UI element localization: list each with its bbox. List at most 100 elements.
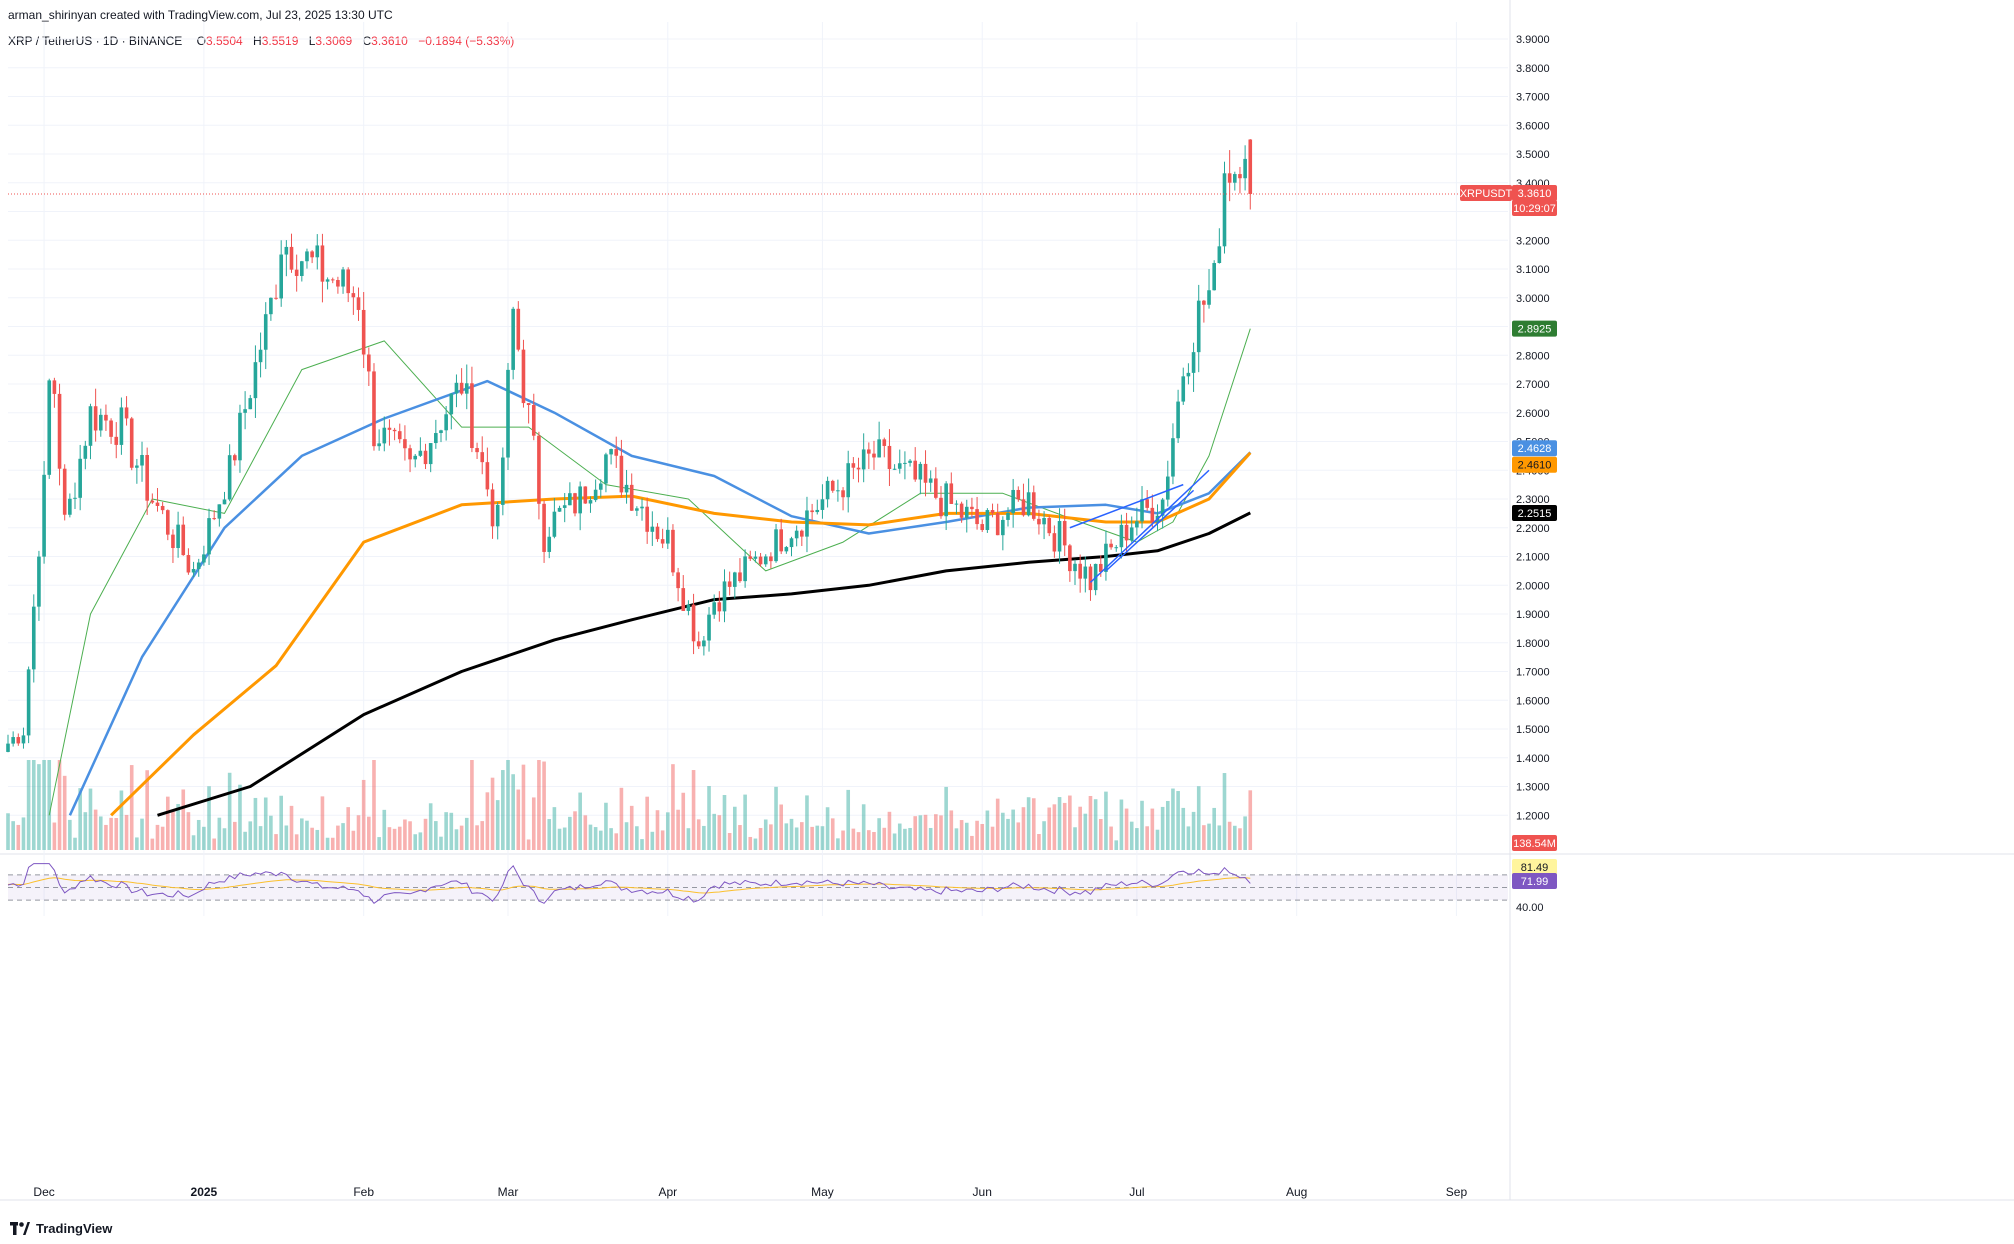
volume-bar (454, 829, 459, 850)
candle-body (470, 383, 474, 449)
rsi-value-tag: 71.99 (1512, 873, 1557, 889)
candle-body (975, 509, 979, 525)
low-label: L (308, 34, 316, 48)
candle-body (263, 314, 268, 350)
volume-bar (959, 820, 964, 850)
candle-body (655, 526, 660, 540)
candle-body (68, 498, 72, 515)
volume-bar (815, 825, 820, 850)
candle-body (779, 529, 783, 552)
candle-body (300, 261, 304, 276)
volume-bar (336, 825, 340, 850)
ma200-line (157, 511, 1251, 817)
candle-body (820, 499, 825, 510)
symbol-name[interactable]: XRP / TetherUS · 1D · BINANCE (8, 34, 183, 48)
candle-body (485, 462, 490, 490)
volume-tag: 138.54M (1512, 835, 1557, 851)
candle-body (995, 512, 1000, 536)
candlesticks[interactable] (6, 139, 1253, 753)
candle-body (1248, 139, 1253, 194)
candle-body (114, 436, 119, 445)
candle-body (31, 606, 36, 670)
volume-bar (635, 826, 639, 850)
volume-bar (62, 775, 67, 850)
candle-body (140, 454, 144, 466)
symbol-legend[interactable]: XRP / TetherUS · 1D · BINANCE O3.5504 H3… (8, 34, 514, 48)
candle-body (279, 254, 283, 299)
tradingview-logo[interactable]: TradingView (10, 1221, 112, 1236)
rsi-ma-tag: 81.49 (1512, 859, 1557, 875)
candle-body (459, 382, 464, 394)
candle-body (949, 483, 954, 504)
candle-body (1176, 401, 1180, 439)
candle-body (238, 412, 242, 461)
price-tick-label: 3.6000 (1516, 120, 1550, 132)
candle-body (537, 435, 541, 504)
volume-bar (480, 821, 485, 850)
rsi-ma-tag-text: 81.49 (1521, 862, 1549, 874)
candle-body (573, 493, 577, 514)
time-axis[interactable]: Dec 2025 Feb Mar Apr May Jun Jul Aug Sep (33, 1185, 1467, 1199)
volume-bar (129, 765, 134, 850)
candle-body (495, 504, 500, 527)
trendline-drawings[interactable] (8, 193, 1508, 583)
volume-bar (387, 827, 392, 850)
price-tick-label: 1.7000 (1516, 667, 1550, 679)
candle-body (774, 529, 778, 562)
price-tick-label: 2.7000 (1516, 379, 1550, 391)
candle-body (1212, 263, 1216, 291)
price-scale[interactable]: 3.90003.80003.70003.60003.50003.40003.30… (1460, 34, 1557, 914)
candle-body (501, 457, 505, 505)
candle-body (877, 439, 881, 458)
volume-bar (1140, 800, 1144, 850)
volume-bar (583, 815, 588, 850)
time-tick-label: Dec (33, 1185, 54, 1199)
volume-bar (1021, 807, 1026, 850)
candle-body (1026, 492, 1031, 516)
volume-bar (1165, 800, 1170, 850)
volume-bar (501, 770, 505, 850)
candle-body (284, 246, 289, 255)
candle-body (1217, 246, 1222, 264)
candle-body (897, 463, 902, 469)
volume-bar (1171, 788, 1175, 850)
candle-body (258, 349, 263, 363)
last-price-tag: 3.3610 (1512, 184, 1557, 201)
candle-body (645, 506, 649, 532)
volume-bar (650, 831, 655, 850)
candle-body (887, 445, 892, 470)
candle-body (1006, 513, 1010, 520)
candle-body (253, 362, 258, 399)
candle-body (593, 489, 598, 501)
last-price-tag-text: 3.3610 (1518, 188, 1552, 200)
candle-body (882, 439, 887, 446)
volume-bar (145, 770, 149, 850)
candle-body (475, 448, 479, 453)
volume-bar (325, 837, 330, 850)
candle-body (305, 251, 309, 262)
volume-bar (928, 827, 933, 850)
candle-body (892, 468, 897, 470)
candle-body (310, 251, 314, 258)
candle-body (217, 504, 222, 519)
candle-body (665, 529, 670, 544)
volume-bar (1062, 802, 1067, 850)
candle-body (578, 486, 582, 514)
volume-bar (562, 827, 567, 850)
rsi-line (7, 863, 1251, 904)
candle-body (1083, 566, 1088, 579)
volume-bar (934, 814, 938, 850)
volume-bar (1150, 808, 1155, 850)
volume-bar (114, 818, 119, 850)
volume-bar (93, 809, 98, 850)
candle-body (1233, 174, 1237, 183)
candle-body (387, 427, 392, 430)
volume-bar (279, 795, 283, 850)
candle-body (1160, 499, 1165, 516)
price-chart[interactable]: 3.90003.80003.70003.60003.50003.40003.30… (0, 0, 2014, 1210)
volume-bar (593, 827, 598, 850)
candle-body (1109, 543, 1113, 548)
volume-bar (867, 830, 871, 850)
volume-bar (985, 810, 990, 850)
candle-body (403, 439, 407, 449)
